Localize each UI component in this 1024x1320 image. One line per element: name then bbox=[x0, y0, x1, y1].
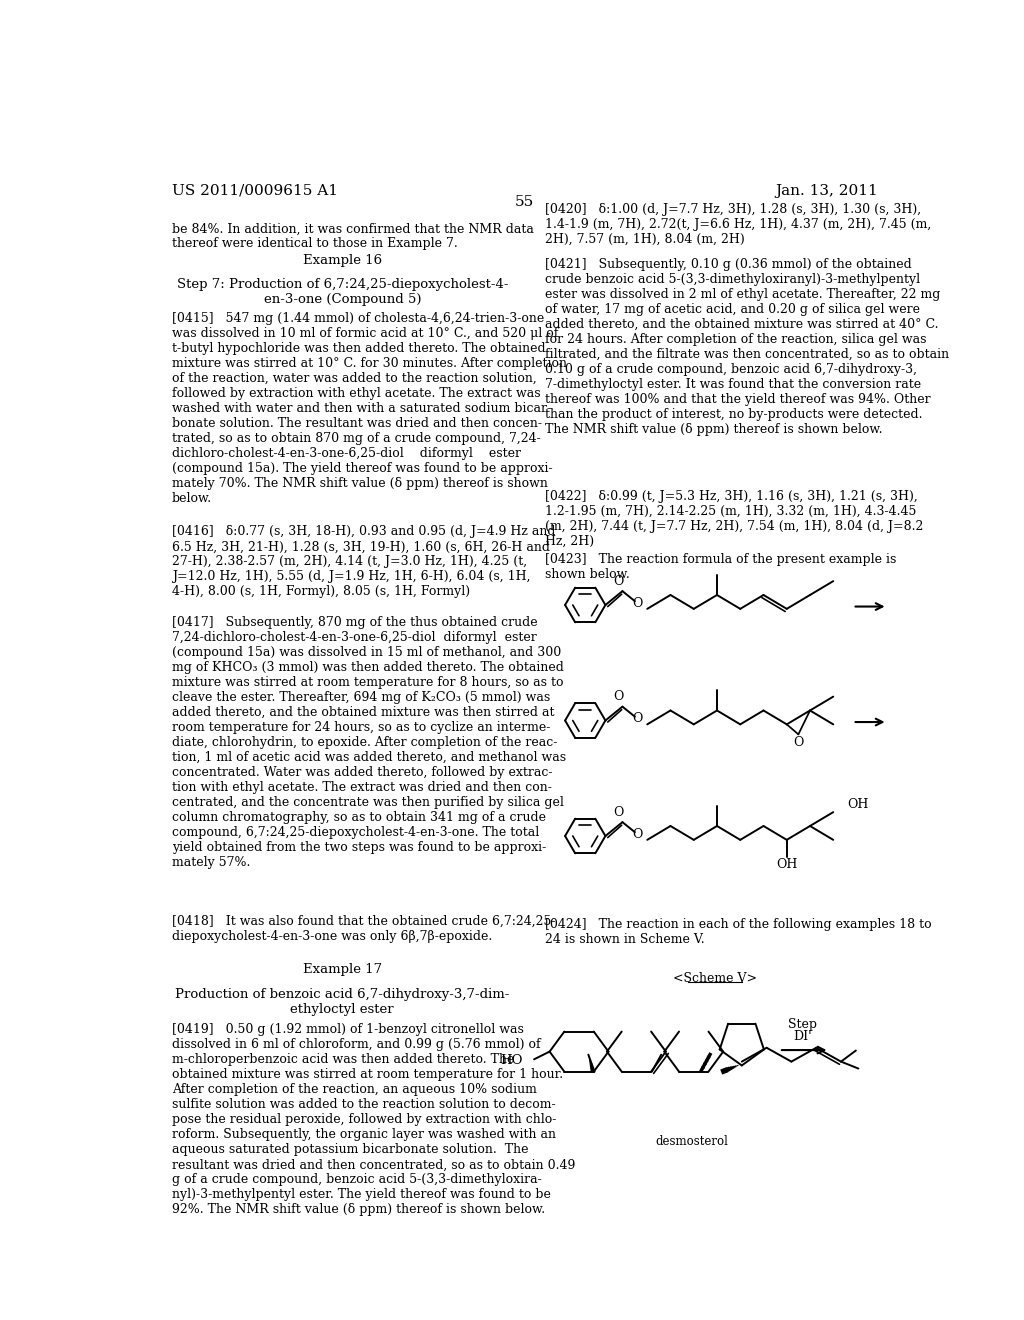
Text: OH: OH bbox=[776, 858, 798, 871]
Text: [0418]   It was also found that the obtained crude 6,7:24,25-
diepoxycholest-4-e: [0418] It was also found that the obtain… bbox=[172, 915, 555, 942]
Text: be 84%. In addition, it was confirmed that the NMR data
thereof were identical t: be 84%. In addition, it was confirmed th… bbox=[172, 223, 534, 251]
Text: Example 17: Example 17 bbox=[303, 964, 382, 977]
Text: Jan. 13, 2011: Jan. 13, 2011 bbox=[775, 183, 878, 198]
Text: Step 7: Production of 6,7:24,25-diepoxycholest-4-
en-3-one (Compound 5): Step 7: Production of 6,7:24,25-diepoxyc… bbox=[176, 279, 508, 306]
Text: O: O bbox=[613, 574, 624, 587]
Text: [0421]   Subsequently, 0.10 g (0.36 mmol) of the obtained
crude benzoic acid 5-(: [0421] Subsequently, 0.10 g (0.36 mmol) … bbox=[545, 257, 949, 436]
Text: [0423]   The reaction formula of the present example is
shown below.: [0423] The reaction formula of the prese… bbox=[545, 553, 896, 581]
Text: HO: HO bbox=[500, 1055, 522, 1068]
Text: [0420]   δ:1.00 (d, J=7.7 Hz, 3H), 1.28 (s, 3H), 1.30 (s, 3H),
1.4-1.9 (m, 7H), : [0420] δ:1.00 (d, J=7.7 Hz, 3H), 1.28 (s… bbox=[545, 203, 931, 246]
Text: 55: 55 bbox=[515, 195, 535, 209]
Text: OH: OH bbox=[847, 797, 868, 810]
Text: [0422]   δ:0.99 (t, J=5.3 Hz, 3H), 1.16 (s, 3H), 1.21 (s, 3H),
1.2-1.95 (m, 7H),: [0422] δ:0.99 (t, J=5.3 Hz, 3H), 1.16 (s… bbox=[545, 490, 923, 548]
Text: O: O bbox=[613, 690, 624, 704]
Text: [0419]   0.50 g (1.92 mmol) of 1-benzoyl citronellol was
dissolved in 6 ml of ch: [0419] 0.50 g (1.92 mmol) of 1-benzoyl c… bbox=[172, 1023, 575, 1216]
Text: O: O bbox=[794, 735, 804, 748]
Text: Step: Step bbox=[787, 1018, 817, 1031]
Text: Production of benzoic acid 6,7-dihydroxy-3,7-dim-
ethyloctyl ester: Production of benzoic acid 6,7-dihydroxy… bbox=[175, 987, 510, 1016]
Text: [0417]   Subsequently, 870 mg of the thus obtained crude
7,24-dichloro-cholest-4: [0417] Subsequently, 870 mg of the thus … bbox=[172, 615, 566, 869]
Text: O: O bbox=[632, 713, 642, 726]
Polygon shape bbox=[589, 1055, 595, 1072]
Text: [0424]   The reaction in each of the following examples 18 to
24 is shown in Sch: [0424] The reaction in each of the follo… bbox=[545, 917, 931, 945]
Text: O: O bbox=[632, 597, 642, 610]
Text: O: O bbox=[613, 805, 624, 818]
Text: US 2011/0009615 A1: US 2011/0009615 A1 bbox=[172, 183, 338, 198]
Text: Example 16: Example 16 bbox=[303, 253, 382, 267]
Text: desmosterol: desmosterol bbox=[655, 1135, 728, 1148]
Text: <Scheme V>: <Scheme V> bbox=[673, 972, 758, 985]
Text: DI': DI' bbox=[793, 1030, 812, 1043]
Text: O: O bbox=[632, 828, 642, 841]
Text: [0415]   547 mg (1.44 mmol) of cholesta-4,6,24-trien-3-one
was dissolved in 10 m: [0415] 547 mg (1.44 mmol) of cholesta-4,… bbox=[172, 312, 566, 504]
Text: [0416]   δ:0.77 (s, 3H, 18-H), 0.93 and 0.95 (d, J=4.9 Hz and
6.5 Hz, 3H, 21-H),: [0416] δ:0.77 (s, 3H, 18-H), 0.93 and 0.… bbox=[172, 525, 555, 598]
